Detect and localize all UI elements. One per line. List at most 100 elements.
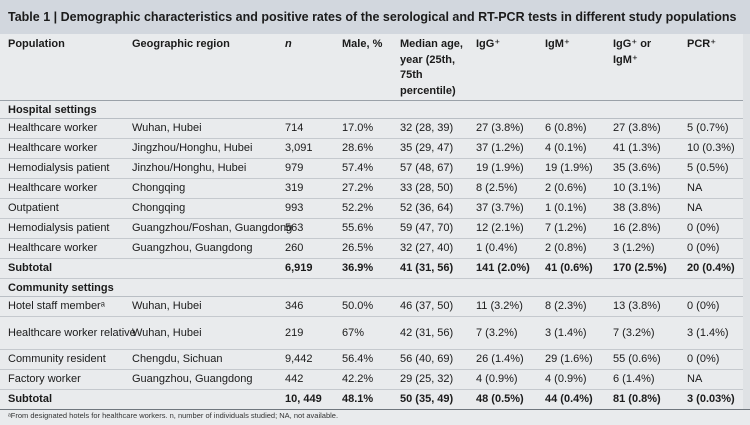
cell-age: 42 (31, 56) bbox=[400, 326, 454, 339]
cell-igg-or-igm: 170 (2.5%) bbox=[613, 262, 667, 274]
cell-igm: 7 (1.2%) bbox=[545, 222, 587, 234]
cell-igm: 29 (1.6%) bbox=[545, 353, 593, 365]
cell-pop: Hotel staff memberᵃ bbox=[8, 300, 105, 312]
header-region: Geographic region bbox=[132, 38, 230, 50]
cell-igm: 4 (0.9%) bbox=[545, 373, 587, 385]
cell-male: 27.2% bbox=[342, 182, 374, 194]
cell-igg: 8 (2.5%) bbox=[476, 182, 518, 194]
cell-pop: Healthcare worker bbox=[8, 242, 98, 254]
table-row: Healthcare worker Wuhan, Hubei 714 17.0% 32 … bbox=[0, 119, 750, 139]
cell-region: Chongqing bbox=[132, 202, 186, 214]
cell-igm: 3 (1.4%) bbox=[545, 326, 587, 339]
cell-igg-or-igm: 16 (2.8%) bbox=[613, 222, 661, 234]
cell-igg-or-igm: 13 (3.8%) bbox=[613, 300, 661, 312]
table-row: Hemodialysis patient Guangzhou/Foshan, Gu… bbox=[0, 219, 750, 239]
cell-age: 57 (48, 67) bbox=[400, 162, 454, 174]
cell-n: 993 bbox=[285, 202, 304, 214]
cell-pop: Hemodialysis patient bbox=[8, 162, 110, 174]
cell-pcr: 20 (0.4%) bbox=[687, 262, 735, 274]
cell-pcr: 0 (0%) bbox=[687, 222, 720, 234]
cell-igg: 48 (0.5%) bbox=[476, 393, 524, 405]
data-table: Population Geographic region n Male, % M… bbox=[0, 34, 750, 410]
cell-igg-or-igm: 6 (1.4%) bbox=[613, 373, 655, 385]
cell-male: 26.5% bbox=[342, 242, 374, 254]
cell-igg: 19 (1.9%) bbox=[476, 162, 524, 174]
cell-age: 59 (47, 70) bbox=[400, 222, 454, 234]
cell-igg-or-igm: 27 (3.8%) bbox=[613, 122, 661, 134]
section-header: Community settings bbox=[0, 279, 750, 297]
cell-male: 55.6% bbox=[342, 222, 374, 234]
cell-n: 260 bbox=[285, 242, 304, 254]
subtotal-row: Subtotal 6,919 36.9% 41 (31, 56) 141 (2.0%) 4… bbox=[0, 259, 750, 279]
cell-age: 29 (25, 32) bbox=[400, 373, 454, 385]
cell-male: 48.1% bbox=[342, 393, 374, 405]
cell-igg: 27 (3.8%) bbox=[476, 122, 524, 134]
table-row: Healthcare worker Chongqing 319 27.2% 33 (28… bbox=[0, 179, 750, 199]
cell-igg-or-igm: 10 (3.1%) bbox=[613, 182, 661, 194]
cell-n: 714 bbox=[285, 122, 304, 134]
cell-n: 6,919 bbox=[285, 262, 313, 274]
cell-igg: 1 (0.4%) bbox=[476, 242, 518, 254]
cell-age: 56 (40, 69) bbox=[400, 353, 454, 365]
header-n: n bbox=[285, 38, 292, 50]
cell-region: Chengdu, Sichuan bbox=[132, 353, 223, 365]
cell-n: 319 bbox=[285, 182, 304, 194]
cell-pop: Subtotal bbox=[8, 262, 52, 274]
cell-pop: Factory worker bbox=[8, 373, 81, 385]
cell-male: 17.0% bbox=[342, 122, 374, 134]
cell-pop: Outpatient bbox=[8, 202, 59, 214]
cell-male: 42.2% bbox=[342, 373, 374, 385]
cell-pop: Subtotal bbox=[8, 393, 52, 405]
header-pcr: PCR⁺ bbox=[687, 38, 717, 50]
cell-region: Guangzhou, Guangdong bbox=[132, 373, 253, 385]
cell-pcr: 3 (0.03%) bbox=[687, 393, 735, 405]
cell-age: 50 (35, 49) bbox=[400, 393, 454, 405]
cell-pcr: 0 (0%) bbox=[687, 242, 720, 254]
table-title: Table 1 | Demographic characteristics an… bbox=[0, 0, 750, 34]
cell-region: Wuhan, Hubei bbox=[132, 122, 202, 134]
cell-igg: 11 (3.2%) bbox=[476, 300, 523, 312]
cell-pop: Hemodialysis patient bbox=[8, 222, 110, 234]
table-row: Healthcare worker Jingzhou/Honghu, Hubei 3… bbox=[0, 139, 750, 159]
cell-n: 346 bbox=[285, 300, 304, 312]
cell-pcr: 10 (0.3%) bbox=[687, 142, 735, 154]
table-row: Healthcare worker relative Wuhan, Hubei 21… bbox=[0, 317, 750, 350]
cell-age: 32 (28, 39) bbox=[400, 122, 454, 134]
cell-igg-or-igm: 81 (0.8%) bbox=[613, 393, 661, 405]
table-header: Population Geographic region n Male, % M… bbox=[0, 34, 750, 101]
cell-igg-or-igm: 41 (1.3%) bbox=[613, 142, 661, 154]
header-male: Male, % bbox=[342, 38, 383, 50]
header-age: Median age, year (25th, 75th percentile) bbox=[400, 38, 463, 97]
cell-pcr: 5 (0.5%) bbox=[687, 162, 729, 174]
table-body: Hospital settings Healthcare worker Wuhan,… bbox=[0, 101, 750, 410]
cell-igg: 37 (1.2%) bbox=[476, 142, 524, 154]
cell-male: 57.4% bbox=[342, 162, 374, 174]
scroll-shade bbox=[743, 34, 750, 409]
cell-pcr: NA bbox=[687, 202, 703, 214]
subtotal-row: Subtotal 10, 449 48.1% 50 (35, 49) 48 (0.5%)… bbox=[0, 390, 750, 410]
table-footnote: ᵃFrom designated hotels for healthcare w… bbox=[8, 411, 339, 420]
cell-pcr: 5 (0.7%) bbox=[687, 122, 729, 134]
table-row: Factory worker Guangzhou, Guangdong 442 42.… bbox=[0, 370, 750, 390]
cell-igg: 141 (2.0%) bbox=[476, 262, 530, 274]
cell-pcr: 0 (0%) bbox=[687, 300, 720, 312]
cell-igm: 2 (0.6%) bbox=[545, 182, 587, 194]
cell-region: Wuhan, Hubei bbox=[132, 300, 202, 312]
cell-n: 563 bbox=[285, 222, 304, 234]
cell-n: 442 bbox=[285, 373, 304, 385]
cell-igm: 6 (0.8%) bbox=[545, 122, 587, 134]
cell-igg-or-igm: 35 (3.6%) bbox=[613, 162, 661, 174]
cell-region: Jingzhou/Honghu, Hubei bbox=[132, 142, 253, 154]
cell-region: Jinzhou/Honghu, Hubei bbox=[132, 162, 247, 174]
header-igm: IgM⁺ bbox=[545, 38, 570, 50]
cell-igg: 4 (0.9%) bbox=[476, 373, 518, 385]
cell-male: 50.0% bbox=[342, 300, 374, 312]
cell-male: 28.6% bbox=[342, 142, 374, 154]
cell-igm: 4 (0.1%) bbox=[545, 142, 587, 154]
header-igg: IgG⁺ bbox=[476, 38, 501, 50]
cell-n: 3,091 bbox=[285, 142, 313, 154]
cell-region: Wuhan, Hubei bbox=[132, 326, 202, 339]
cell-igg: 12 (2.1%) bbox=[476, 222, 524, 234]
table-row: Outpatient Chongqing 993 52.2% 52 (36, 64) 37… bbox=[0, 199, 750, 219]
